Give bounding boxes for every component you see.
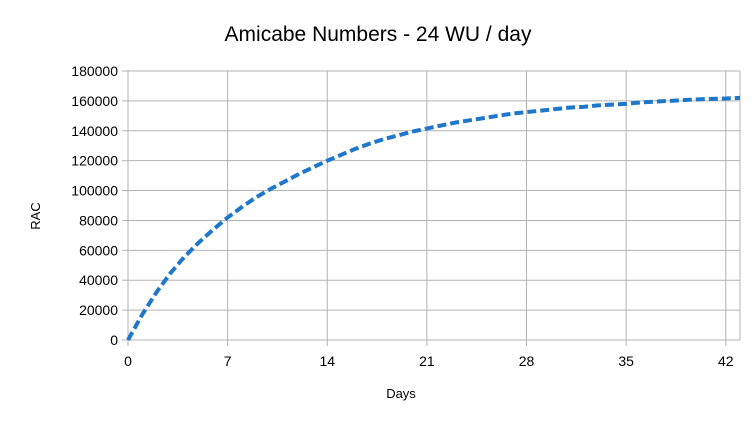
y-tick-label: 160000 [71,93,118,109]
y-tick-label: 100000 [71,183,118,199]
x-tick-label: 35 [618,353,634,369]
x-tick-label: 7 [224,353,232,369]
y-tick-label: 180000 [71,63,118,79]
y-tick-label: 120000 [71,153,118,169]
axes [122,70,727,346]
x-tick-label: 42 [718,353,734,369]
y-tick-label: 80000 [79,212,118,228]
x-tick-label: 14 [319,353,335,369]
x-tick-label: 28 [519,353,535,369]
y-tick-label: 20000 [79,302,118,318]
y-tick-label: 60000 [79,242,118,258]
x-axis-title: Days [386,386,416,401]
grid [127,70,741,341]
y-tick-label: 40000 [79,272,118,288]
y-tick-label: 140000 [71,123,118,139]
series-line [126,95,741,341]
x-tick-label: 21 [419,353,435,369]
y-axis-title: RAC [28,202,43,229]
y-tick-label: 0 [110,332,118,348]
series-layer [126,95,741,341]
chart-title: Amicabe Numbers - 24 WU / day [225,23,532,46]
tick-labels: 0 20000 40000 60000 80000 100000 120000 140000 1… [71,63,733,369]
x-tick-label: 0 [124,353,132,369]
